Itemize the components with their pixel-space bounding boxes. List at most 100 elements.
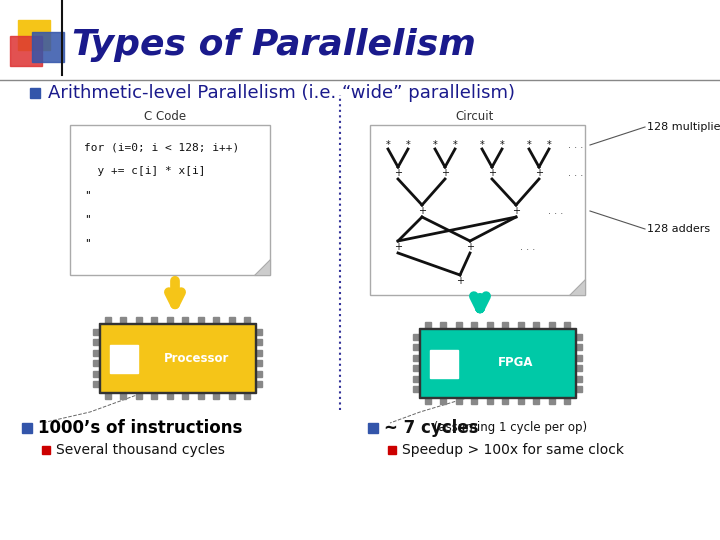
Bar bbox=[110, 345, 138, 373]
Bar bbox=[244, 317, 250, 324]
Bar bbox=[120, 392, 127, 399]
Polygon shape bbox=[569, 279, 585, 295]
Bar bbox=[255, 381, 262, 387]
Bar bbox=[100, 324, 255, 392]
Text: (assuming 1 cycle per op): (assuming 1 cycle per op) bbox=[430, 422, 587, 435]
Text: . . .: . . . bbox=[548, 206, 563, 216]
Bar bbox=[518, 397, 523, 404]
Text: +: + bbox=[441, 168, 449, 178]
Bar bbox=[456, 397, 462, 404]
Bar bbox=[136, 317, 142, 324]
Text: ": " bbox=[84, 238, 91, 248]
Bar bbox=[413, 376, 420, 382]
Bar bbox=[167, 317, 173, 324]
Text: 128 adders: 128 adders bbox=[647, 224, 710, 234]
Bar bbox=[228, 317, 235, 324]
Bar bbox=[198, 392, 204, 399]
Text: Arithmetic-level Parallelism (i.e. “wide” parallelism): Arithmetic-level Parallelism (i.e. “wide… bbox=[48, 84, 515, 102]
Bar bbox=[255, 350, 262, 356]
Polygon shape bbox=[254, 259, 270, 275]
Text: +: + bbox=[394, 168, 402, 178]
Bar bbox=[413, 355, 420, 361]
Text: *: * bbox=[405, 140, 410, 150]
Bar bbox=[413, 386, 420, 392]
Bar bbox=[93, 360, 100, 366]
Bar bbox=[575, 355, 582, 361]
Text: *: * bbox=[500, 140, 505, 150]
Bar bbox=[413, 365, 420, 371]
Bar bbox=[120, 317, 127, 324]
Bar bbox=[575, 365, 582, 371]
Bar bbox=[419, 328, 576, 398]
Bar bbox=[30, 88, 40, 98]
Bar bbox=[244, 392, 250, 399]
Text: +: + bbox=[512, 206, 520, 216]
Text: +: + bbox=[488, 168, 496, 178]
Text: ~ 7 cycles: ~ 7 cycles bbox=[384, 419, 479, 437]
Text: 1000’s of instructions: 1000’s of instructions bbox=[38, 419, 243, 437]
Bar bbox=[413, 334, 420, 340]
Text: *: * bbox=[526, 140, 531, 150]
Bar bbox=[549, 322, 554, 329]
Text: Types of Parallelism: Types of Parallelism bbox=[72, 28, 476, 62]
Bar bbox=[472, 397, 477, 404]
Text: Processor: Processor bbox=[163, 352, 229, 365]
Bar bbox=[42, 446, 50, 454]
Bar bbox=[32, 32, 64, 62]
Bar bbox=[518, 322, 523, 329]
Bar bbox=[151, 317, 158, 324]
Text: Several thousand cycles: Several thousand cycles bbox=[56, 443, 225, 457]
Text: *: * bbox=[433, 140, 437, 150]
Text: *: * bbox=[546, 140, 552, 150]
Bar bbox=[425, 322, 431, 329]
Text: *: * bbox=[480, 140, 485, 150]
Bar bbox=[370, 125, 585, 295]
Bar bbox=[255, 360, 262, 366]
Text: +: + bbox=[394, 242, 402, 252]
Bar bbox=[0, 0, 720, 80]
Text: *: * bbox=[386, 140, 390, 150]
Bar bbox=[105, 317, 111, 324]
Bar bbox=[575, 376, 582, 382]
Bar bbox=[255, 340, 262, 346]
Text: . . .: . . . bbox=[568, 140, 583, 150]
Bar bbox=[575, 345, 582, 350]
Text: +: + bbox=[418, 206, 426, 216]
Bar bbox=[472, 322, 477, 329]
Bar bbox=[93, 370, 100, 376]
Text: *: * bbox=[453, 140, 457, 150]
Text: . . .: . . . bbox=[568, 168, 583, 178]
Bar bbox=[575, 334, 582, 340]
Bar bbox=[420, 329, 575, 397]
Bar bbox=[93, 350, 100, 356]
Bar bbox=[549, 397, 554, 404]
Bar bbox=[368, 423, 378, 433]
Text: for (i=0; i < 128; i++): for (i=0; i < 128; i++) bbox=[84, 142, 239, 152]
Text: . . .: . . . bbox=[520, 242, 535, 252]
Bar bbox=[93, 381, 100, 387]
Bar bbox=[255, 370, 262, 376]
Bar bbox=[430, 350, 458, 378]
Bar bbox=[441, 397, 446, 404]
Bar bbox=[425, 397, 431, 404]
Bar bbox=[18, 20, 50, 50]
Bar bbox=[503, 397, 508, 404]
Bar bbox=[487, 397, 492, 404]
Bar bbox=[198, 317, 204, 324]
Bar bbox=[182, 392, 188, 399]
Text: y += c[i] * x[i]: y += c[i] * x[i] bbox=[84, 166, 205, 176]
Bar bbox=[533, 322, 539, 329]
Text: 128 multipliers: 128 multipliers bbox=[647, 122, 720, 132]
Bar bbox=[93, 329, 100, 335]
Bar bbox=[533, 397, 539, 404]
Bar bbox=[10, 36, 42, 66]
Text: +: + bbox=[535, 168, 543, 178]
Bar bbox=[213, 317, 219, 324]
Bar bbox=[99, 323, 256, 393]
Text: Speedup > 100x for same clock: Speedup > 100x for same clock bbox=[402, 443, 624, 457]
Text: +: + bbox=[456, 276, 464, 286]
Bar bbox=[93, 340, 100, 346]
Bar bbox=[564, 322, 570, 329]
Bar bbox=[441, 322, 446, 329]
Bar bbox=[136, 392, 142, 399]
